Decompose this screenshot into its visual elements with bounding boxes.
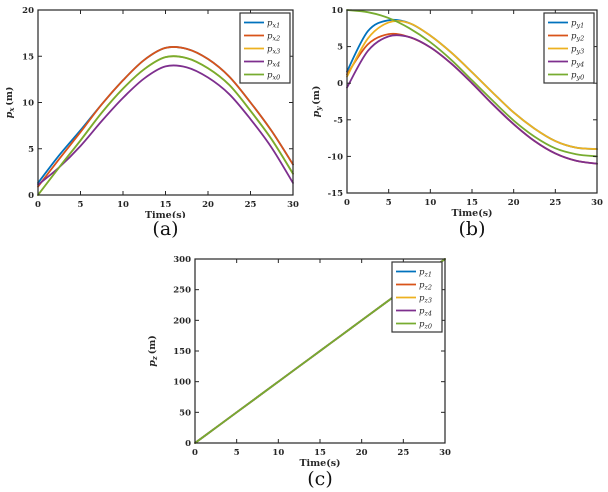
legend-label-px3: px3 <box>267 45 280 56</box>
svg-text:50: 50 <box>179 408 191 418</box>
svg-text:250: 250 <box>173 286 191 296</box>
svg-text:200: 200 <box>173 316 191 326</box>
svg-text:10: 10 <box>424 198 436 208</box>
axis-ticks <box>346 9 598 194</box>
svg-text:300: 300 <box>173 255 191 265</box>
svg-text:100: 100 <box>173 378 191 388</box>
chart-c-plot: 0 5 10 15 20 25 30050100150200250300Time(s)pz … <box>147 255 451 468</box>
svg-text:20: 20 <box>356 448 368 458</box>
series-lines <box>37 46 294 196</box>
legend-label-py0: py0 <box>571 71 584 82</box>
svg-text:15: 15 <box>160 200 172 210</box>
svg-text:30: 30 <box>287 200 299 210</box>
svg-text:30: 30 <box>439 448 451 458</box>
svg-text:20: 20 <box>22 6 34 16</box>
chart-b: 0 5 10 15 20 25 30 -15 -10 -5 0 5 10 Time(s) py (m) py1… <box>308 2 608 244</box>
legend-label-py1: py1 <box>571 19 584 30</box>
y-axis-label: py (m) <box>311 86 323 118</box>
series-py3 <box>346 20 598 150</box>
axis-labels: 0 5 10 15 20 25 30 -15 -10 -5 0 5 10 Time(s) py (m) <box>311 6 603 218</box>
x-axis-label: Time(s) <box>299 458 340 468</box>
series-py4 <box>346 34 598 165</box>
svg-text:5: 5 <box>234 448 240 458</box>
legend-label-py4: py4 <box>571 58 584 69</box>
svg-text:10: 10 <box>117 200 129 210</box>
svg-text:0: 0 <box>192 448 198 458</box>
legend-label-px1: px1 <box>267 19 280 30</box>
svg-text:0: 0 <box>35 200 41 210</box>
x-axis-label: Time(s) <box>451 208 492 218</box>
legend-label-py2: py2 <box>571 32 584 43</box>
legend: py1 py2 py3 py4 py0 <box>543 12 595 84</box>
svg-text:-15: -15 <box>328 189 343 199</box>
series-py0 <box>346 9 598 158</box>
y-axis-label: pz (m) <box>147 335 159 367</box>
svg-text:20: 20 <box>508 198 520 208</box>
legend-label-pz1: pz1 <box>419 268 432 279</box>
axis-labels: 0 5 10 15 20 25 30 0 5 10 15 20 Time(s) px (m) <box>6 6 299 218</box>
legend-label-pz2: pz2 <box>419 281 432 292</box>
svg-text:10: 10 <box>272 448 284 458</box>
svg-text:10: 10 <box>22 99 34 109</box>
series-px4 <box>37 64 294 186</box>
chart-b-plot: 0 5 10 15 20 25 30 -15 -10 -5 0 5 10 Time(s) py (m) py1… <box>311 6 603 218</box>
legend-label-px2: px2 <box>267 32 280 43</box>
svg-text:15: 15 <box>22 52 34 62</box>
svg-text:25: 25 <box>397 448 409 458</box>
legend-label-px4: px4 <box>267 58 280 69</box>
svg-text:20: 20 <box>202 200 214 210</box>
svg-text:150: 150 <box>173 347 191 357</box>
svg-text:5: 5 <box>78 200 84 210</box>
series-px0 <box>37 55 294 196</box>
legend-label-pz4: pz4 <box>419 307 432 318</box>
legend-label-pz0: pz0 <box>419 320 432 331</box>
axis-labels: 0 5 10 15 20 25 30050100150200250300Time(s)pz … <box>147 255 451 468</box>
svg-text:25: 25 <box>549 198 561 208</box>
svg-text:10: 10 <box>331 6 343 16</box>
legend: pz1 pz2 pz3 pz4 pz0 <box>391 261 443 333</box>
series-lines <box>346 9 598 165</box>
svg-text:5: 5 <box>386 198 392 208</box>
legend-label-py3: py3 <box>571 45 584 56</box>
legend-label-px0: px0 <box>267 71 280 82</box>
legend: px1 px2 px3 px4 px0 <box>239 12 291 84</box>
svg-text:0: 0 <box>337 79 343 89</box>
legend-label-pz3: pz3 <box>419 294 432 305</box>
svg-text:0: 0 <box>28 191 34 201</box>
series-px2 <box>37 46 294 188</box>
y-axis-label: px (m) <box>6 87 16 119</box>
svg-text:0: 0 <box>344 198 350 208</box>
svg-text:0: 0 <box>185 439 191 449</box>
svg-text:5: 5 <box>337 43 343 53</box>
svg-text:15: 15 <box>466 198 478 208</box>
chart-b-caption: (b) <box>458 218 486 240</box>
axis-ticks <box>37 9 294 196</box>
svg-text:30: 30 <box>591 198 603 208</box>
x-axis-label: Time(s) <box>145 210 186 218</box>
chart-a-caption: (a) <box>152 218 179 240</box>
svg-text:15: 15 <box>314 448 326 458</box>
svg-text:25: 25 <box>245 200 257 210</box>
svg-text:-10: -10 <box>328 152 343 162</box>
chart-c-caption: (c) <box>307 468 333 490</box>
svg-text:5: 5 <box>28 145 34 155</box>
chart-c: 0 5 10 15 20 25 30 0 50 100 150 200 250 300 Time(s) pz … <box>146 252 456 492</box>
svg-text:-5: -5 <box>334 116 344 126</box>
